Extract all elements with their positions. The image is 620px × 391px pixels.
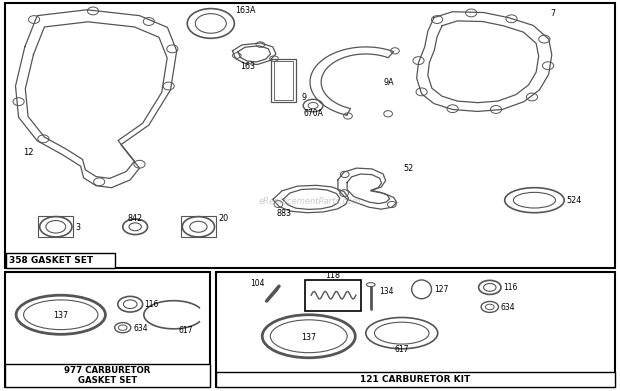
Ellipse shape	[366, 283, 375, 287]
Text: 3: 3	[76, 223, 81, 232]
Text: 121 CARBURETOR KIT: 121 CARBURETOR KIT	[360, 375, 471, 384]
Text: 134: 134	[379, 287, 394, 296]
Text: 842: 842	[128, 213, 143, 223]
Text: 116: 116	[503, 283, 518, 292]
Text: 127: 127	[434, 285, 448, 294]
Text: eReplacementParts.com: eReplacementParts.com	[259, 197, 361, 206]
Text: 12: 12	[24, 148, 34, 157]
Text: 137: 137	[301, 333, 316, 342]
Bar	[5, 3, 615, 268]
Text: 358 GASKET SET: 358 GASKET SET	[9, 256, 94, 265]
Text: 634: 634	[133, 324, 148, 333]
Bar	[38, 216, 73, 237]
Bar	[5, 272, 210, 387]
Text: 52: 52	[403, 164, 414, 174]
Text: 977 CARBURETOR
GASKET SET: 977 CARBURETOR GASKET SET	[64, 366, 151, 385]
Text: 883: 883	[277, 209, 291, 219]
Text: 617: 617	[394, 344, 409, 354]
Text: 634: 634	[501, 303, 516, 312]
Bar	[216, 272, 615, 387]
Text: 617: 617	[179, 326, 193, 335]
Bar	[271, 59, 296, 102]
Text: 163A: 163A	[236, 6, 256, 16]
Text: 163: 163	[241, 62, 255, 71]
Text: 9: 9	[302, 93, 307, 102]
Text: 104: 104	[250, 279, 265, 288]
Text: 7: 7	[551, 9, 556, 18]
Bar	[274, 61, 293, 100]
Text: 20: 20	[218, 214, 228, 224]
Text: 670A: 670A	[303, 109, 323, 118]
Bar	[216, 372, 615, 387]
Bar	[6, 253, 115, 268]
Text: 524: 524	[567, 196, 582, 205]
Bar	[181, 216, 216, 237]
Text: 116: 116	[144, 300, 159, 309]
Bar	[305, 280, 361, 311]
Text: 118: 118	[326, 271, 340, 280]
Bar	[5, 364, 210, 387]
Text: 137: 137	[53, 311, 68, 321]
Text: 9A: 9A	[383, 77, 394, 87]
